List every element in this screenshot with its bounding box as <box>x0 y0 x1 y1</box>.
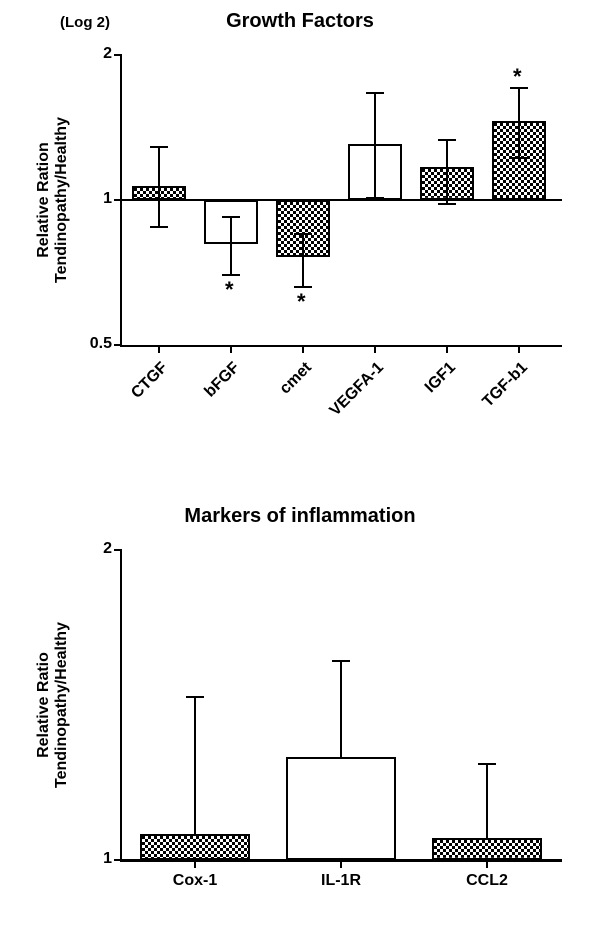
y-tick <box>114 344 122 346</box>
x-tick <box>158 345 160 353</box>
x-tick <box>486 860 488 868</box>
errorbar-cap <box>294 286 312 288</box>
x-tick <box>374 345 376 353</box>
errorbar <box>194 697 196 834</box>
category-label: bFGF <box>201 359 243 401</box>
category-label: VEGFA-1 <box>327 359 388 420</box>
category-label: TGF-b1 <box>479 359 531 411</box>
growth-factors-panel: (Log 2) Growth Factors Relative RationTe… <box>0 0 600 500</box>
errorbar-cap <box>222 274 240 276</box>
significance-star: * <box>225 277 234 303</box>
inflammation-title: Markers of inflammation <box>0 505 600 528</box>
y-tick <box>114 199 122 201</box>
bar-IL-1R <box>286 757 396 860</box>
category-label: CTGF <box>128 359 172 403</box>
gf-y-axis-label: Relative RationTendinopathy/Healthy <box>35 55 71 345</box>
significance-star: * <box>297 289 306 315</box>
errorbar <box>446 140 448 204</box>
inf-y-axis-label: Relative RatioTendinopathy/Healthy <box>35 550 71 860</box>
y-tick <box>114 54 122 56</box>
errorbar <box>518 88 520 159</box>
y-tick <box>114 859 122 861</box>
y-tick-label: 1 <box>67 190 112 208</box>
errorbar <box>230 217 232 274</box>
errorbar-cap <box>222 216 240 218</box>
errorbar-cap <box>478 763 496 765</box>
category-label: IGF1 <box>422 359 460 397</box>
inf-plot-area: 12Cox-1IL-1RCCL2 <box>120 550 562 862</box>
y-tick-label: 0.5 <box>67 335 112 353</box>
errorbar-cap <box>510 157 528 159</box>
category-label: cmet <box>277 359 316 398</box>
growth-factors-title: Growth Factors <box>0 10 600 33</box>
bar-Cox-1 <box>140 834 250 860</box>
errorbar <box>486 764 488 838</box>
x-tick <box>340 860 342 868</box>
category-label: CCL2 <box>432 872 542 890</box>
errorbar <box>374 93 376 198</box>
x-tick <box>518 345 520 353</box>
errorbar-cap <box>294 233 312 235</box>
errorbar-cap <box>366 197 384 199</box>
errorbar-cap <box>186 696 204 698</box>
inflammation-panel: Markers of inflammation Relative RatioTe… <box>0 505 600 927</box>
category-label: Cox-1 <box>140 872 250 890</box>
category-label: IL-1R <box>286 872 396 890</box>
errorbar <box>158 147 160 227</box>
y-tick <box>114 549 122 551</box>
significance-star: * <box>513 64 522 90</box>
y-tick-label: 1 <box>67 850 112 868</box>
errorbar-cap <box>366 92 384 94</box>
errorbar <box>302 234 304 287</box>
gf-plot-area: 0.512CTGF*bFGF*cmetVEGFA-1IGF1*TGF-b1 <box>120 55 562 347</box>
bar-CCL2 <box>432 838 542 860</box>
errorbar-cap <box>438 139 456 141</box>
y-tick-label: 2 <box>67 540 112 558</box>
errorbar-cap <box>332 660 350 662</box>
errorbar-cap <box>150 146 168 148</box>
y-tick-label: 2 <box>67 45 112 63</box>
x-tick <box>446 345 448 353</box>
errorbar <box>340 661 342 757</box>
x-tick <box>302 345 304 353</box>
errorbar-cap <box>150 226 168 228</box>
x-tick <box>194 860 196 868</box>
x-tick <box>230 345 232 353</box>
errorbar-cap <box>438 203 456 205</box>
